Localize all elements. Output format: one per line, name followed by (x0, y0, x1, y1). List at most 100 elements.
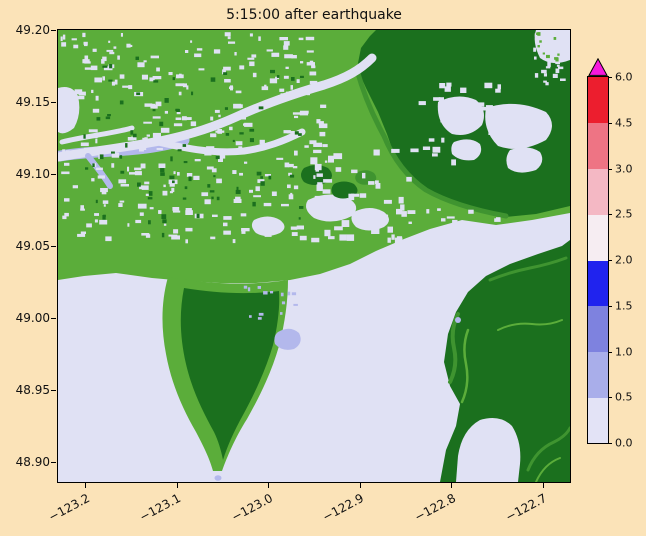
y-tick-label: 48.90 (15, 454, 50, 469)
x-tick-label: −123.0 (229, 491, 275, 525)
map-speckle-urban-lowland (61, 171, 70, 175)
map-speckle-urban-highland (161, 232, 165, 238)
map-speckle-urban-lowland (223, 216, 232, 220)
map-speckle-urban-highland (258, 106, 264, 110)
map-speckle-urban-lowland (322, 144, 328, 148)
map-speckle-urban-lowland (309, 60, 314, 65)
map-speckle-urban-lowland (149, 77, 155, 82)
map-region-fraser-river-south-arm (154, 128, 306, 156)
map-speckle-urban-lowland (141, 185, 149, 190)
map-speckle-urban-lowland (163, 184, 166, 188)
map-speckle-urban-lowland (61, 42, 67, 47)
map-speckle-urban-lowland (249, 61, 255, 67)
map-speckle-urban-highland (105, 116, 111, 120)
map-speckle-ne-highland (439, 83, 446, 89)
colorbar-tick-label: 0.5 (615, 390, 633, 404)
map-speckle-urban-highland (232, 139, 235, 142)
map-speckle-cloverdale-lowland (396, 208, 403, 215)
map-speckle-urban-lowland (173, 123, 183, 127)
map-speckle-urban-lowland (162, 190, 168, 196)
map-speckle-urban-highland (125, 143, 128, 148)
colorbar-tick-label: 1.5 (615, 299, 633, 313)
map-speckle-urban-lowland (283, 45, 289, 50)
map-speckle-urban-lowland (214, 109, 220, 113)
map-speckle-urban-lowland (233, 198, 242, 203)
map-speckle-cloverdale-lowland (313, 149, 322, 154)
map-speckle-ne-corner-green (555, 57, 559, 62)
x-tick-label: −123.2 (46, 491, 92, 525)
map-speckle-urban-highland (177, 149, 182, 152)
map-speckle-urban-lowland (222, 69, 226, 75)
map-speckle-cloverdale-lowland (311, 237, 320, 243)
map-speckle-ne-corner (543, 73, 547, 77)
map-speckle-ne-highland (495, 88, 501, 93)
map-speckle-urban-lowland (313, 175, 316, 179)
map-speckle-urban-highland (85, 167, 89, 170)
map-speckle-cloverdale-lowland (410, 148, 419, 153)
colorbar-tick-label: 0.0 (615, 436, 633, 450)
map-speckle-ne-highland (469, 141, 476, 145)
map-speckle-urban-lowland (134, 171, 142, 176)
map-speckle-cloverdale-lowland (314, 195, 319, 201)
map-speckle-urban-lowland (139, 185, 143, 190)
map-speckle-urban-lowland (127, 223, 130, 227)
map-region-contour-se-3 (526, 426, 570, 472)
map-speckle-urban-lowland (313, 142, 323, 147)
map-speckle-urban-lowland (238, 146, 243, 150)
map-speckle-urban-lowland (239, 112, 244, 117)
colorbar-tick-mark (609, 305, 612, 307)
map-speckle-urban-lowland (77, 233, 86, 237)
map-speckle-cloverdale-lowland (328, 236, 335, 240)
map-speckle-ne-corner-green (539, 40, 542, 43)
map-speckle-urban-lowland (259, 139, 265, 145)
y-tick-label: 49.15 (15, 94, 50, 109)
map-speckle-urban-lowland (229, 126, 233, 131)
map-speckle-urban-lowland (102, 200, 109, 204)
map-speckle-urban-lowland (288, 172, 292, 176)
map-speckle-urban-lowland (62, 34, 66, 40)
map-speckle-urban-highland (102, 65, 108, 68)
map-speckle-urban-lowland (309, 140, 317, 145)
map-speckle-urban-highland (211, 196, 214, 200)
map-speckle-cloverdale-lowland (335, 203, 340, 209)
map-speckle-ne-corner (539, 35, 544, 40)
map-speckle-urban-lowland (249, 33, 253, 37)
map-region-fraser-river-north-arm (59, 125, 135, 145)
map-speckle-urban-lowland (239, 65, 245, 70)
map-speckle-urban-highland (160, 172, 165, 176)
map-speckle-urban-lowland (64, 212, 69, 217)
y-tick-label: 49.00 (15, 310, 50, 325)
map-speckle-ne-highland (444, 86, 451, 92)
map-speckle-urban-lowland (150, 103, 156, 109)
map-speckle-valley (541, 232, 545, 238)
map-speckle-urban-highland (109, 64, 113, 69)
map-speckle-ne-corner (545, 82, 549, 86)
map-speckle-urban-lowland (102, 56, 107, 62)
map-speckle-urban-lowland (227, 36, 231, 40)
map-speckle-urban-lowland (119, 74, 125, 79)
map-speckle-urban-lowland (182, 116, 187, 121)
map-speckle-urban-lowland (139, 147, 144, 152)
map-speckle-bay-shoal (281, 301, 286, 305)
map-speckle-urban-highland (236, 186, 239, 192)
map-speckle-urban-lowland (186, 85, 189, 90)
map-speckle-urban-lowland (266, 49, 273, 52)
map-speckle-bay-shoal (293, 303, 298, 306)
map-speckle-cloverdale-lowland (375, 183, 381, 189)
map-speckle-cloverdale-lowland (380, 214, 389, 221)
map-speckle-urban-lowland (212, 214, 218, 217)
map-speckle-urban-lowland (234, 52, 237, 56)
map-speckle-ne-corner (555, 61, 560, 65)
map-region-highland-southeast (440, 240, 570, 482)
map-speckle-ne-corner (552, 73, 558, 78)
map-speckle-valley (452, 219, 458, 225)
colorbar-extend-triangle (588, 58, 608, 76)
map-speckle-urban-lowland (139, 212, 144, 216)
map-region-contour-se-1 (448, 312, 460, 384)
map-speckle-urban-lowland (176, 74, 184, 79)
map-speckle-ne-corner (543, 80, 547, 83)
map-speckle-urban-lowland (291, 232, 298, 236)
map-speckle-ne-highland (422, 146, 431, 150)
map-speckle-cloverdale-lowland (401, 211, 407, 217)
map-speckle-bay-shoal (258, 312, 264, 316)
